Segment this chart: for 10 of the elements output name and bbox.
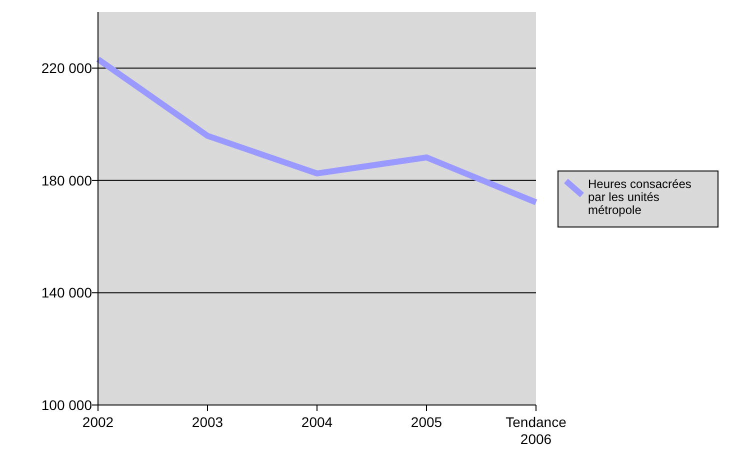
x-tick-label: 2003 [192,414,224,430]
x-tick-label: 2002 [82,414,114,430]
y-tick-label: 140 000 [41,284,92,301]
x-tick-label: 2004 [301,414,333,430]
y-tick-label: 100 000 [41,396,92,413]
y-tick-label: 220 000 [41,60,92,76]
y-tick-label: 180 000 [41,172,92,188]
x-tick-label: Tendance 2006 [506,414,567,447]
x-tick-label: 2005 [410,414,442,430]
legend-label: Heures consacrées par les unités métropole [588,177,692,217]
